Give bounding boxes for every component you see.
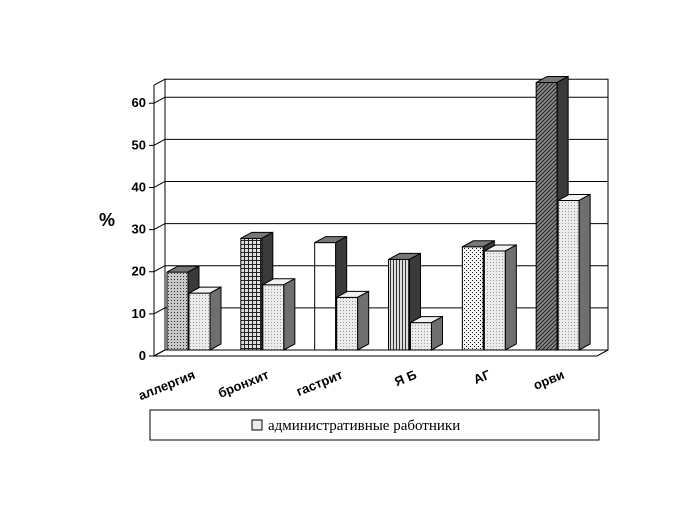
bar-b-2-side xyxy=(357,290,370,351)
bar-b-1-side xyxy=(283,277,296,351)
bar-b-1 xyxy=(262,277,296,351)
bar-a-4-front xyxy=(461,246,484,351)
bar-b-4-front xyxy=(483,250,506,351)
bar-b-4-side xyxy=(504,244,517,351)
bar-b-5-side xyxy=(578,193,591,351)
x-category-label: Я Б xyxy=(392,367,418,389)
y-tick-label: 60 xyxy=(132,95,146,110)
legend-label: административные работники xyxy=(268,418,460,434)
legend-swatch xyxy=(251,419,263,431)
x-category-label: орви xyxy=(531,367,566,393)
y-tick-label: 50 xyxy=(132,137,146,152)
bar-b-0 xyxy=(188,286,222,351)
bar-b-1-front xyxy=(262,284,285,351)
bar-a-5-front xyxy=(535,81,558,351)
bar-a-1-front xyxy=(240,237,263,351)
bar-b-5-front xyxy=(557,199,580,351)
bar-b-3-front xyxy=(410,322,432,351)
bar-b-0-front xyxy=(188,292,211,351)
bar-b-2 xyxy=(336,290,370,351)
y-tick-label: 20 xyxy=(132,264,146,279)
gridline-side xyxy=(153,138,166,146)
y-tick-label: 30 xyxy=(132,222,146,237)
bar-b-4 xyxy=(483,244,517,351)
y-tick-label: 10 xyxy=(132,306,146,321)
x-category-label: АГ xyxy=(471,367,493,387)
bar-b-3 xyxy=(410,315,443,351)
gridline-side xyxy=(153,96,166,104)
x-category-label: гастрит xyxy=(294,367,345,399)
bar-b-0-side xyxy=(209,286,222,351)
gridline-side xyxy=(153,181,166,188)
gridline-side xyxy=(153,307,166,315)
bar-a-0-front xyxy=(166,271,189,351)
bar-b-2-front xyxy=(336,296,359,351)
bar-a-3-front xyxy=(388,258,410,351)
y-axis-label: % xyxy=(99,210,115,230)
gridline-side xyxy=(153,223,166,231)
bar-b-3-side xyxy=(431,315,443,351)
gridline-side xyxy=(153,265,166,273)
legend-box xyxy=(149,409,600,441)
y-tick-label: 40 xyxy=(132,179,146,194)
bar-b-5 xyxy=(557,193,591,351)
plot-back-wall xyxy=(164,78,609,351)
x-category-label: бронхит xyxy=(216,367,271,401)
x-category-label: аллергия xyxy=(136,367,197,403)
y-tick-label: 0 xyxy=(139,348,146,363)
plot-floor xyxy=(153,349,609,357)
plot-side-wall xyxy=(153,78,166,357)
